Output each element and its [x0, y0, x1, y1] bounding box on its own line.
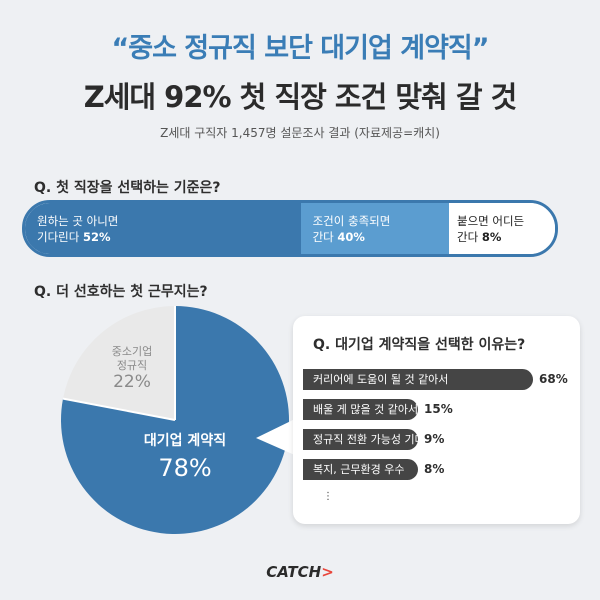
reason-bar: 정규직 전환 가능성 기대: [303, 429, 425, 450]
stacked-bar-value: 40%: [337, 229, 365, 244]
reason-bar-value: 8%: [424, 462, 445, 476]
stacked-bar-value: 52%: [82, 229, 111, 244]
stacked-bar-value: 8%: [481, 229, 502, 244]
pie-label-small-company: 중소기업 정규직 22%: [72, 345, 192, 392]
reasons-card: Q. 대기업 계약직을 선택한 이유는? ⋮ 커리어에 도움이 될 것 같아서 6…: [293, 316, 580, 524]
stacked-bar-segment: 조건이 충족되면 간다 40%: [300, 203, 449, 254]
subheadline: Z세대 92% 첫 직장 조건 맞춰 갈 것: [83, 80, 518, 114]
pie-separator: [62, 397, 176, 421]
callout-pointer: [256, 418, 297, 456]
reason-bar: 배울 게 많을 것 같아서: [303, 399, 418, 420]
stacked-bar-label: 조건이 충족되면 간다 40%: [312, 213, 391, 244]
pie-label-large-company: 대기업 계약직 78%: [120, 430, 250, 482]
reason-bar-label: 복지, 근무환경 우수: [313, 463, 405, 476]
pie-slice-value-small-company: 22%: [113, 372, 151, 392]
reason-bar-label: 배울 게 많을 것 같아서: [313, 403, 419, 416]
source-note: Z세대 구직자 1,457명 설문조사 결과 (자료제공=캐치): [160, 126, 440, 140]
stacked-bar-label: 원하는 곳 아니면 기다린다 52%: [37, 213, 119, 244]
pie-slice-label-small-company: 중소기업 정규직: [111, 345, 153, 372]
reason-bar: 커리어에 도움이 될 것 같아서: [303, 369, 533, 390]
reason-bar-label: 커리어에 도움이 될 것 같아서: [313, 373, 449, 386]
reason-bar-label: 정규직 전환 가능성 기대: [313, 433, 425, 446]
reason-bar-value: 15%: [424, 402, 453, 416]
question-2-title: Q. 더 선호하는 첫 근무지는?: [34, 284, 208, 300]
pie-slice-small-company: [63, 306, 175, 420]
stacked-bar-segment: 붙으면 어디든 간다 8%: [448, 203, 555, 254]
catch-logo: CATCH>: [0, 563, 600, 581]
stacked-bar-label: 붙으면 어디든 간다 8%: [456, 213, 525, 244]
more-items-ellipsis: ⋮: [323, 491, 333, 502]
question-1-title: Q. 첫 직장을 선택하는 기준은?: [34, 180, 221, 196]
reason-bar: 복지, 근무환경 우수: [303, 459, 418, 480]
stacked-bar-chart: 원하는 곳 아니면 기다린다 52% 조건이 충족되면 간다 40% 붙으면 어디든…: [22, 200, 558, 257]
reason-bar-value: 9%: [424, 432, 445, 446]
pie-slice-label-large-company: 대기업 계약직: [143, 433, 227, 449]
reason-bar-value: 68%: [539, 372, 568, 386]
headline: “중소 정규직 보단 대기업 계약직”: [111, 33, 489, 64]
logo-text: CATCH: [266, 563, 322, 581]
logo-arrow-icon: >: [321, 563, 334, 581]
stacked-bar-segment: 원하는 곳 아니면 기다린다 52%: [25, 203, 301, 254]
question-3-title: Q. 대기업 계약직을 선택한 이유는?: [313, 337, 526, 353]
pie-slice-value-large-company: 78%: [158, 454, 212, 482]
